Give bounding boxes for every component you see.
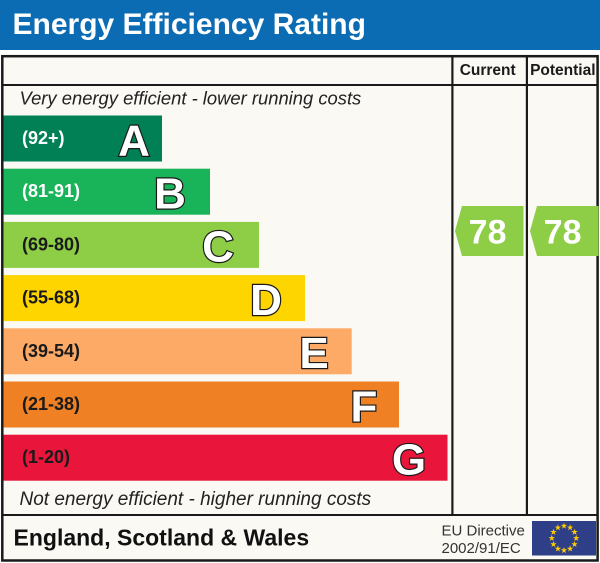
svg-text:G: G [392,436,426,485]
svg-text:(55-68): (55-68) [22,288,80,308]
svg-text:Current: Current [460,62,516,79]
svg-text:(81-91): (81-91) [22,181,80,201]
svg-text:2002/91/EC: 2002/91/EC [442,540,521,557]
svg-text:(39-54): (39-54) [22,341,80,361]
svg-text:(69-80): (69-80) [22,234,80,254]
svg-text:EU Directive: EU Directive [442,523,525,540]
svg-text:F: F [351,382,378,431]
svg-text:C: C [202,223,234,272]
svg-text:Very energy efficient - lower: Very energy efficient - lower running co… [20,88,362,109]
svg-text:(1-20): (1-20) [22,447,70,467]
svg-text:Potential: Potential [530,62,595,79]
svg-text:B: B [154,170,186,219]
svg-text:D: D [250,276,282,325]
svg-text:78: 78 [469,213,507,251]
svg-text:Not energy efficient - higher: Not energy efficient - higher running co… [20,489,372,510]
svg-text:78: 78 [544,213,582,251]
svg-text:(21-38): (21-38) [22,394,80,414]
svg-text:Energy Efficiency Rating: Energy Efficiency Rating [13,8,366,41]
svg-text:E: E [299,329,328,378]
svg-text:(92+): (92+) [22,128,65,148]
svg-text:England, Scotland & Wales: England, Scotland & Wales [14,525,310,551]
svg-text:A: A [118,116,150,165]
